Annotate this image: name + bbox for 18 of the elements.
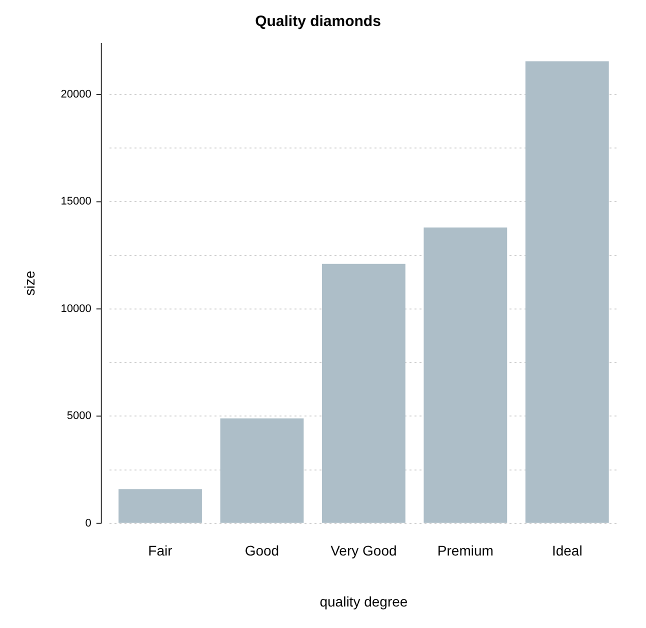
y-tick-label: 15000 xyxy=(60,196,92,208)
y-tick-label: 10000 xyxy=(60,302,92,315)
x-tick-label: Fair xyxy=(148,542,173,559)
y-axis-title: size xyxy=(21,270,38,296)
bar xyxy=(118,489,202,523)
x-axis-title: quality degree xyxy=(320,593,408,610)
x-tick-label: Ideal xyxy=(552,542,582,559)
y-tick-label: 0 xyxy=(85,517,92,530)
x-tick-label: Very Good xyxy=(330,542,397,559)
x-tick-label: Good xyxy=(244,542,280,559)
bar xyxy=(525,61,609,523)
bar xyxy=(424,227,508,523)
y-tick-label: 5000 xyxy=(66,410,92,422)
y-tick-label: 20000 xyxy=(60,88,92,101)
x-tick-label: Premium xyxy=(437,542,494,559)
bar xyxy=(220,418,304,523)
chart-title: Quality diamonds xyxy=(255,13,381,30)
bar xyxy=(322,264,406,523)
